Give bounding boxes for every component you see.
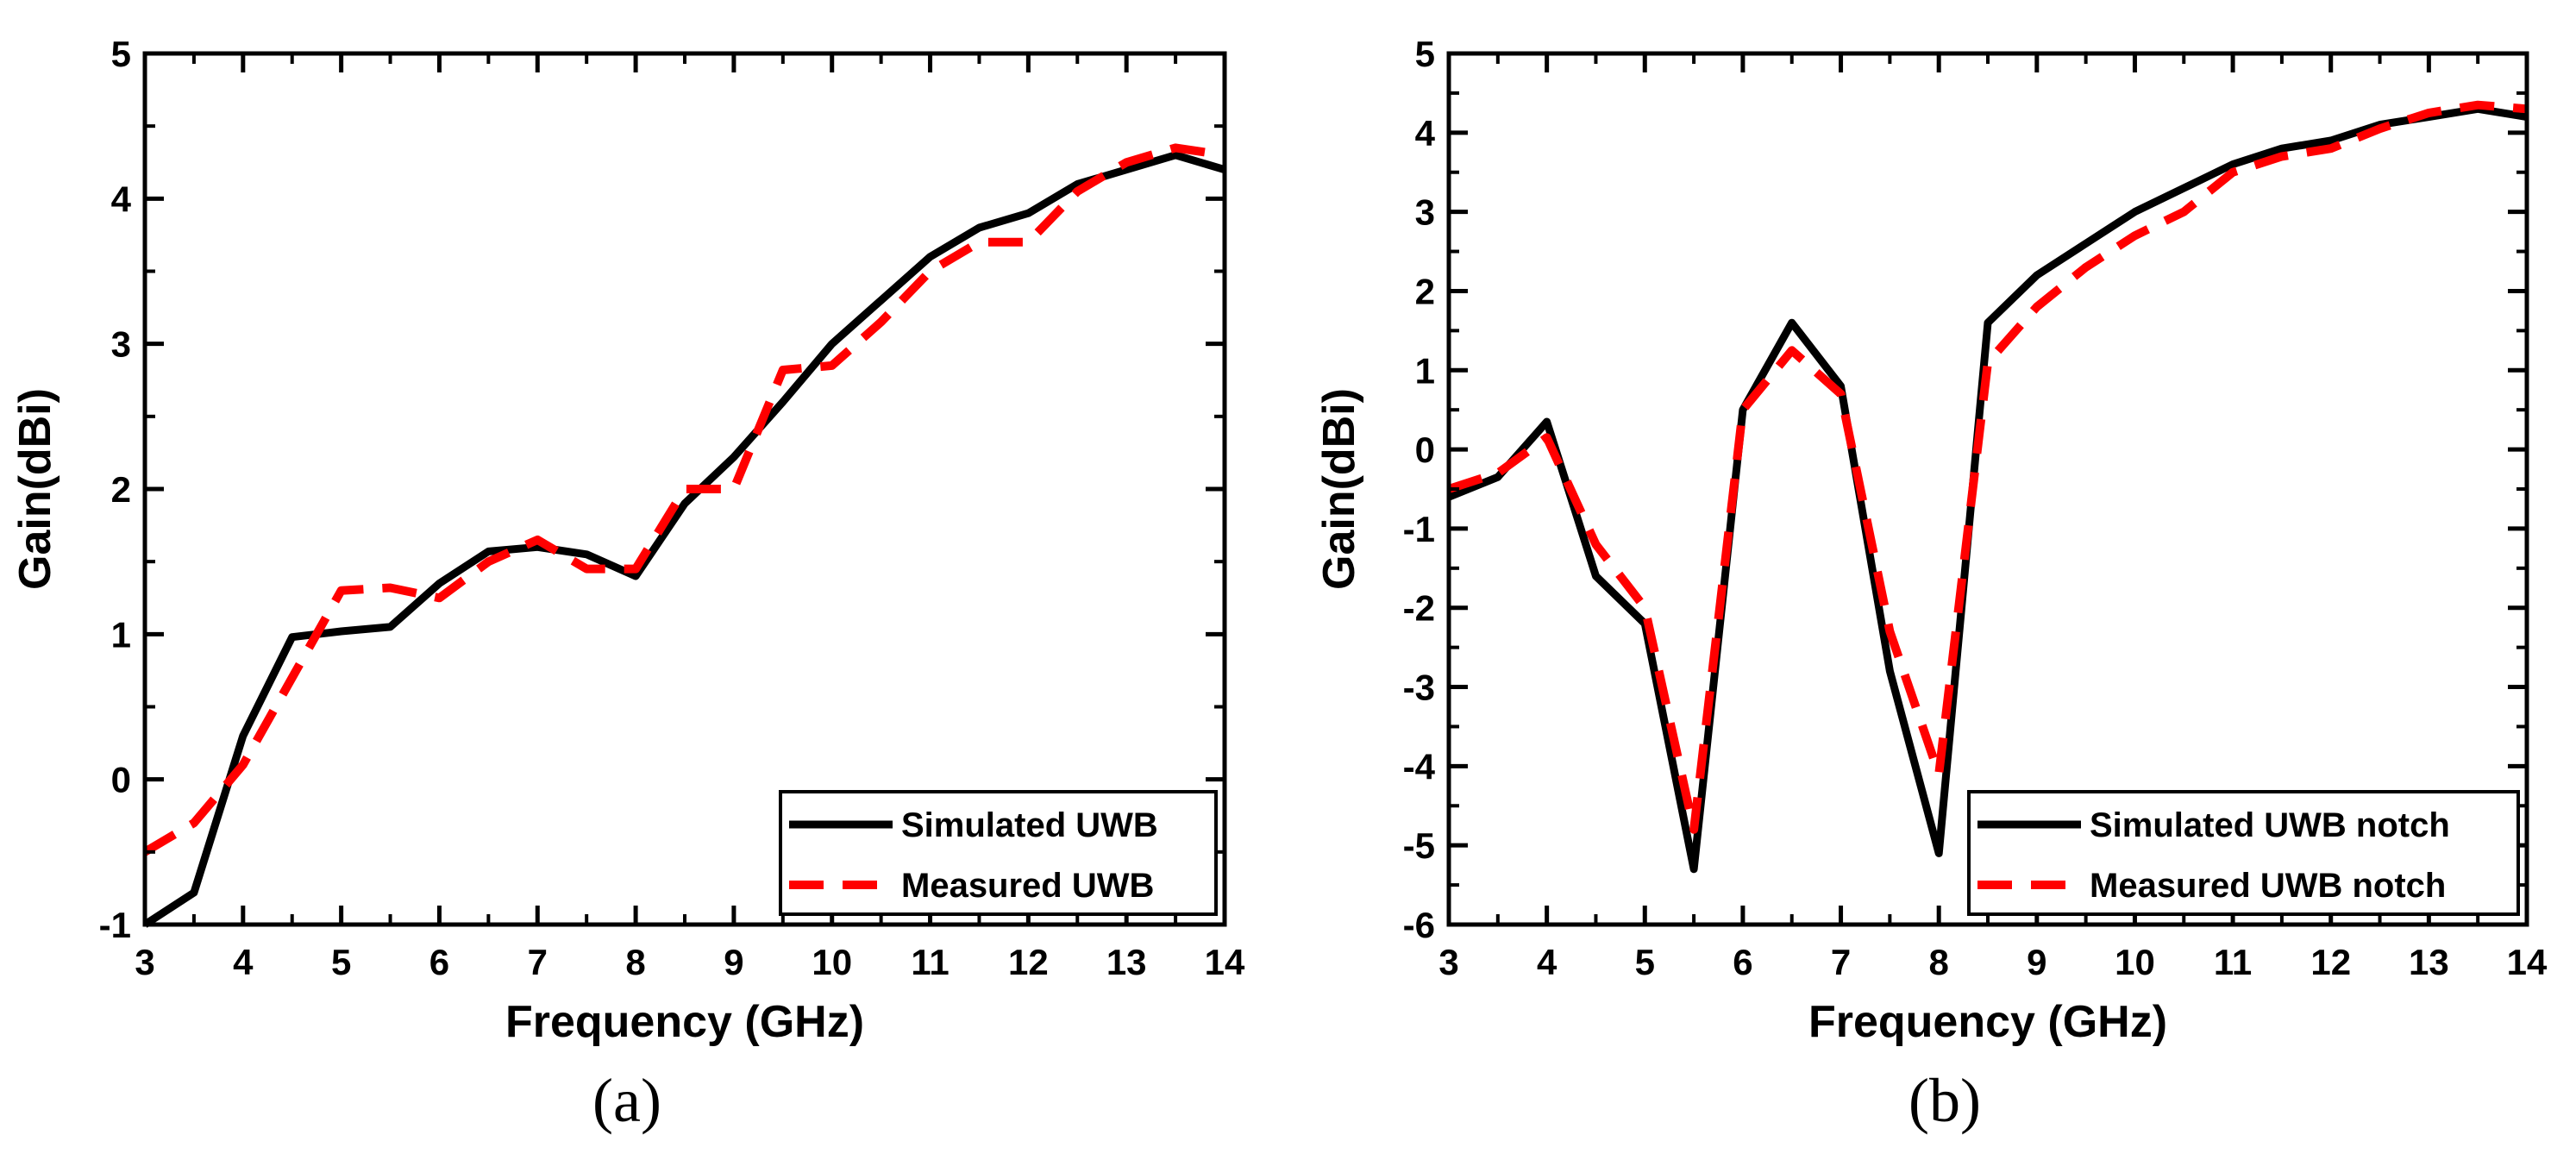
- x-tick-label: 8: [625, 942, 645, 982]
- y-tick-label: -5: [1403, 825, 1435, 866]
- y-axis-title: Gain(dBi): [1314, 388, 1364, 590]
- x-tick-label: 12: [2310, 942, 2351, 982]
- x-tick-label: 5: [331, 942, 351, 982]
- x-tick-label: 14: [2507, 942, 2548, 982]
- x-tick-label: 3: [135, 942, 154, 982]
- x-tick-label: 4: [1537, 942, 1558, 982]
- y-tick-label: -4: [1403, 746, 1436, 787]
- x-tick-label: 11: [911, 942, 949, 982]
- series-line-measured: [142, 143, 1225, 856]
- y-tick-label: 1: [111, 614, 131, 655]
- y-axis-title: Gain(dBi): [10, 388, 60, 590]
- legend-label-simulated: Simulated UWB notch: [2090, 806, 2450, 844]
- x-tick-label: 11: [2214, 942, 2252, 982]
- y-tick-label: -1: [1403, 509, 1435, 549]
- y-tick-label: 1: [1415, 350, 1435, 391]
- y-tick-label: -3: [1403, 668, 1435, 708]
- panel-label-2: (b): [1908, 1066, 1981, 1135]
- x-axis-title: Frequency (GHz): [505, 997, 864, 1047]
- x-tick-label: 12: [1008, 942, 1049, 982]
- legend-label-measured: Measured UWB: [901, 867, 1154, 905]
- chart-panel-2: 3 4 5 6 7 8 9 10 11 12 13 14-6-5-4-3-2-1012345Frequ…: [1314, 34, 2548, 1047]
- y-tick-label: 5: [1415, 34, 1435, 74]
- x-tick-label: 10: [2115, 942, 2155, 982]
- series-line-simulated: [1447, 104, 2528, 874]
- legend-box: [1967, 790, 2520, 916]
- x-tick-label: 5: [1635, 942, 1655, 982]
- x-tick-label: 9: [2027, 942, 2046, 982]
- x-axis-title: Frequency (GHz): [1808, 997, 2167, 1047]
- x-tick-label: 13: [1106, 942, 1147, 982]
- y-tick-label: 0: [1415, 430, 1435, 470]
- series-line-measured: [1447, 100, 2528, 834]
- y-tick-label: 2: [111, 469, 131, 510]
- y-tick-label: 5: [111, 34, 131, 74]
- legend-label-simulated: Simulated UWB: [901, 806, 1158, 844]
- panel-label-1: (a): [592, 1066, 661, 1135]
- legend-box: [779, 790, 1218, 916]
- x-tick-label: 7: [1831, 942, 1851, 982]
- x-tick-label: 13: [2409, 942, 2449, 982]
- y-tick-label: 2: [1415, 271, 1435, 311]
- x-tick-label: 14: [1205, 942, 1245, 982]
- x-tick-label: 8: [1929, 942, 1949, 982]
- x-tick-label: 9: [724, 942, 743, 982]
- y-tick-label: -6: [1403, 905, 1435, 945]
- y-tick-label: 4: [111, 179, 132, 219]
- y-tick-label: 4: [1415, 113, 1436, 154]
- x-tick-label: 3: [1438, 942, 1458, 982]
- y-tick-label: 0: [111, 760, 131, 800]
- y-tick-label: 3: [111, 324, 131, 365]
- x-tick-label: 6: [1733, 942, 1752, 982]
- y-tick-label: -2: [1403, 588, 1435, 629]
- x-tick-label: 7: [528, 942, 548, 982]
- y-tick-label: -1: [99, 905, 131, 945]
- x-tick-label: 4: [233, 942, 254, 982]
- x-tick-label: 10: [812, 942, 852, 982]
- legend-label-measured: Measured UWB notch: [2090, 867, 2446, 905]
- x-tick-label: 6: [429, 942, 449, 982]
- y-tick-label: 3: [1415, 192, 1435, 233]
